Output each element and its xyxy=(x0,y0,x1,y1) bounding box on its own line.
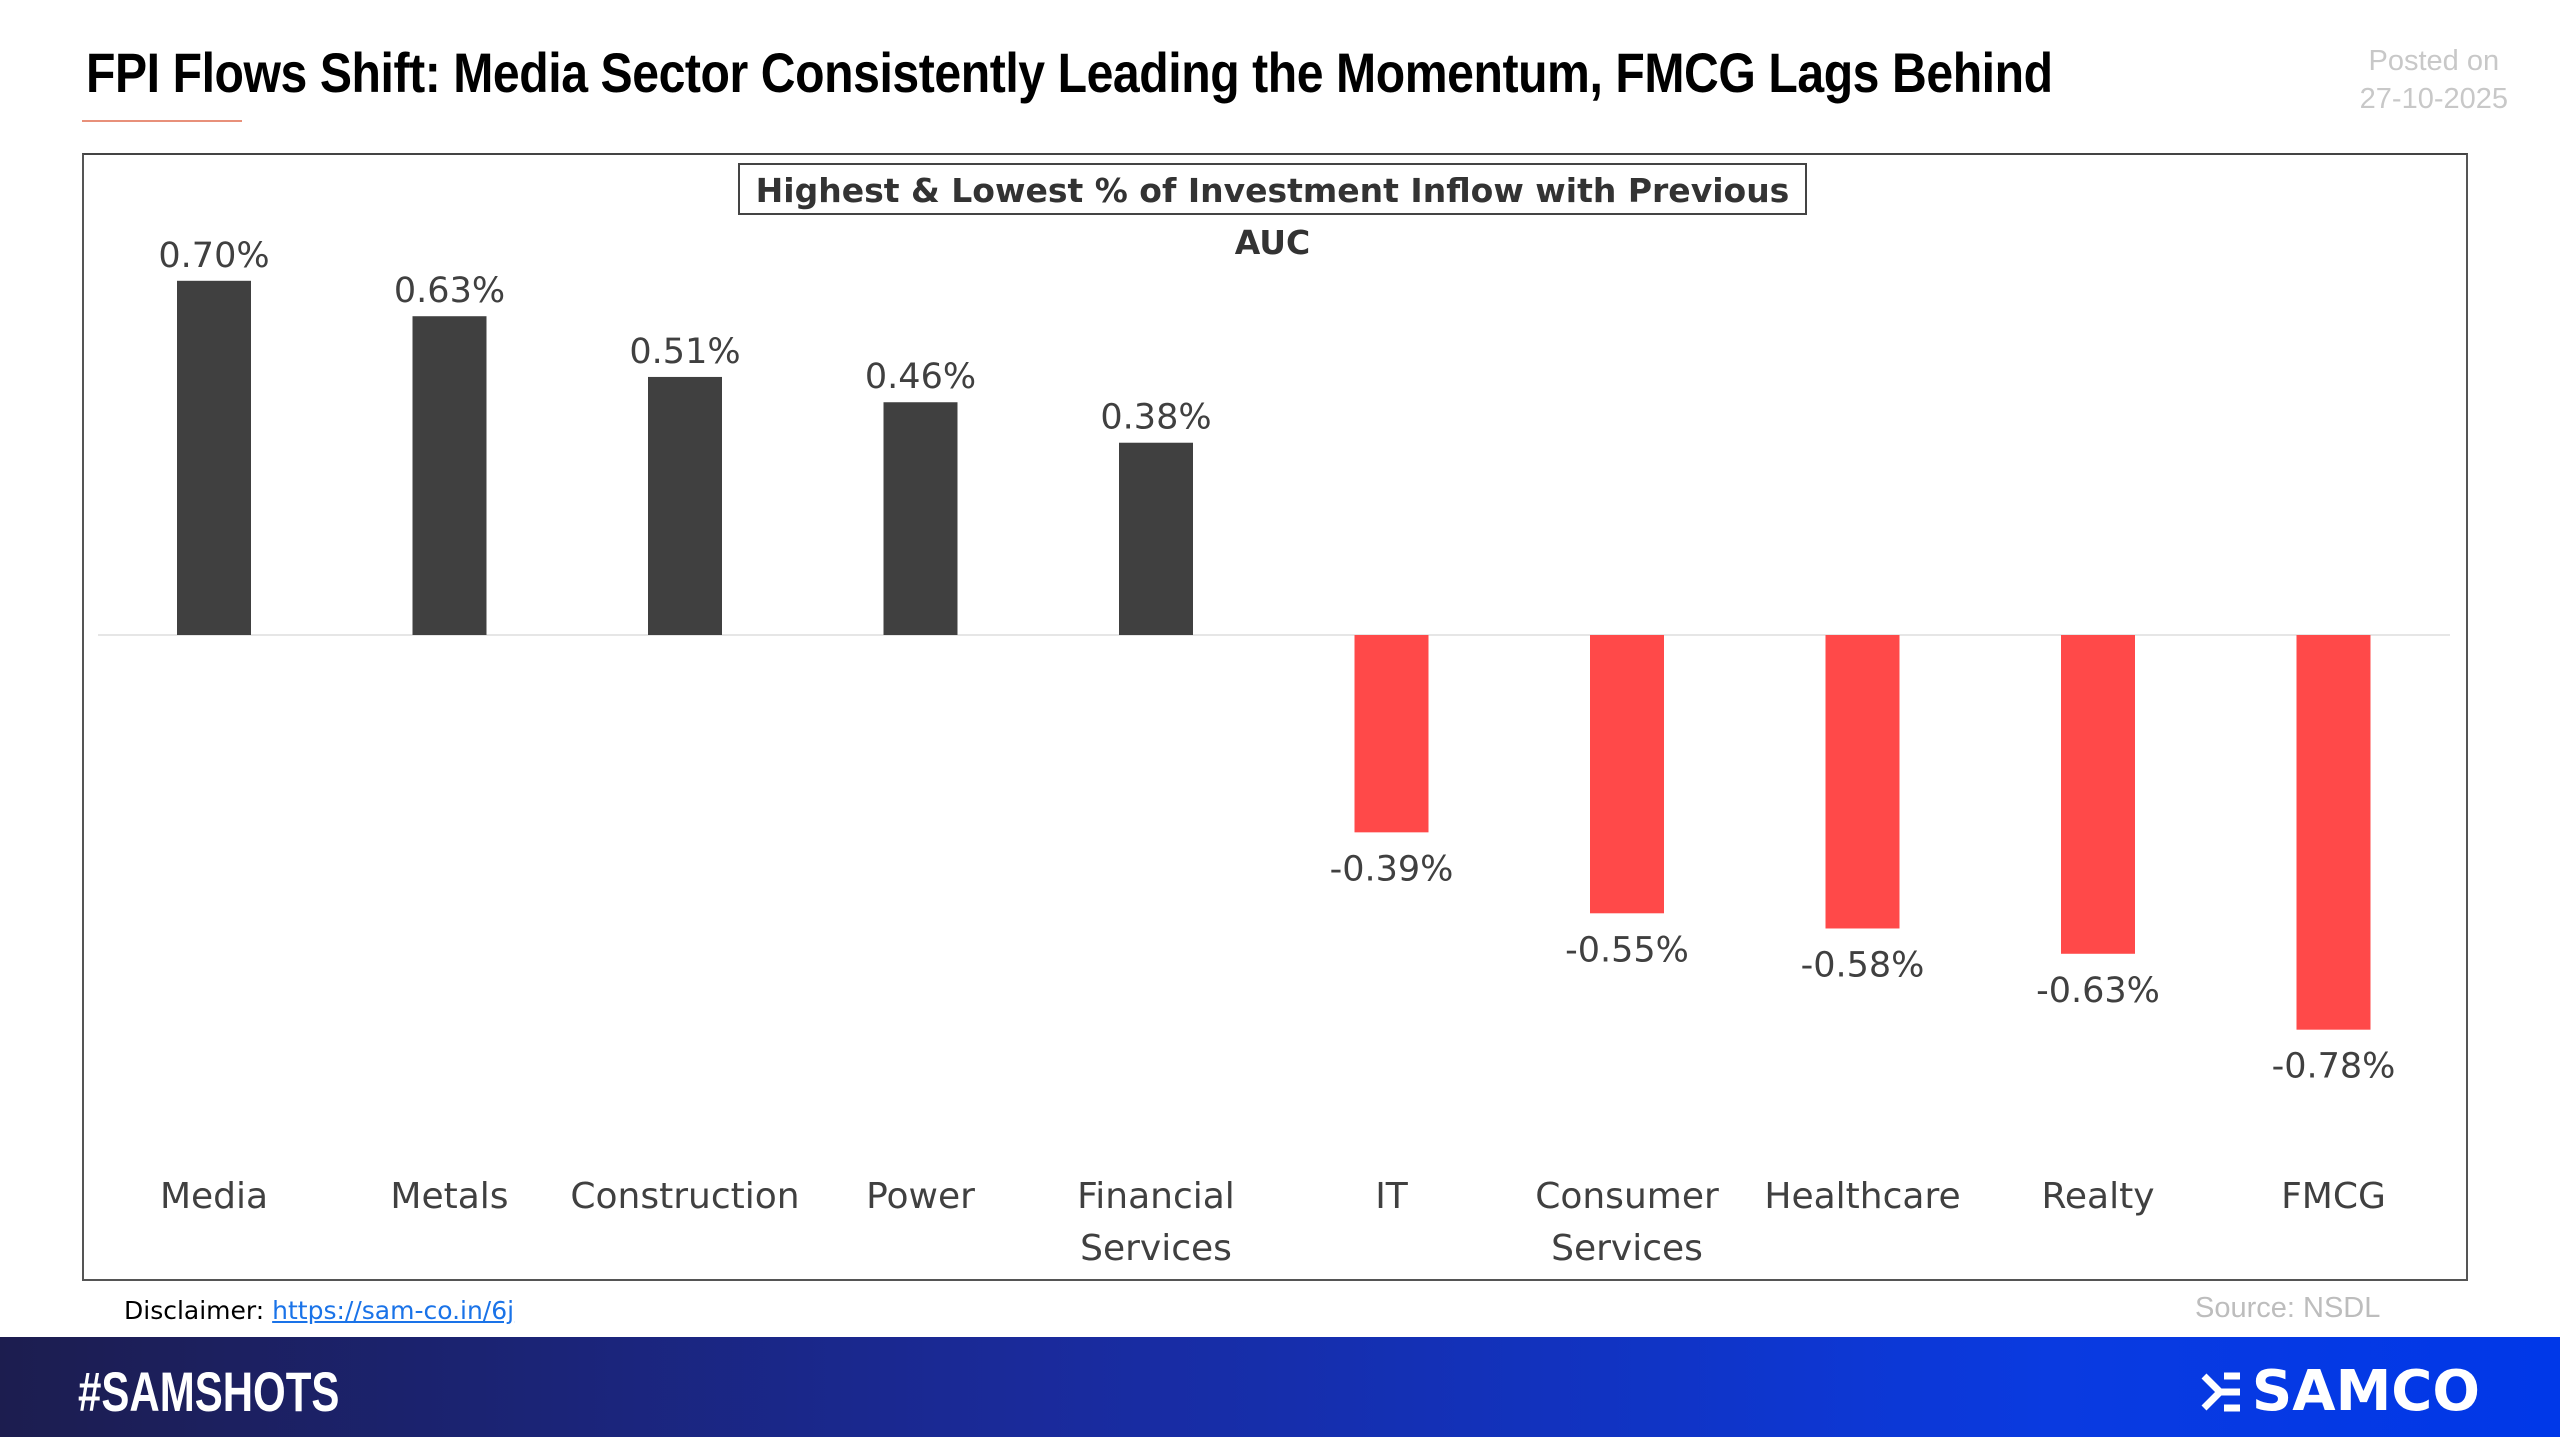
bar-construction xyxy=(648,376,722,635)
samco-logo-icon xyxy=(2201,1372,2240,1411)
bar-power xyxy=(883,402,958,635)
bar-metals xyxy=(412,316,487,635)
data-label: 0.38% xyxy=(1100,398,1211,438)
data-label: 0.70% xyxy=(158,236,269,276)
page-title: FPI Flows Shift: Media Sector Consistent… xyxy=(86,41,2053,104)
title-accent-line xyxy=(82,120,242,122)
brand-name: SAMCO xyxy=(2251,1359,2480,1424)
bar-healthcare xyxy=(1825,635,1900,929)
bar-consumer-services xyxy=(1590,635,1664,914)
data-label: -0.78% xyxy=(2272,1047,2396,1087)
disclaimer-link[interactable]: https://sam-co.in/6j xyxy=(272,1296,515,1325)
source-note: Source: NSDL xyxy=(2195,1292,2381,1324)
data-label: 0.51% xyxy=(629,332,740,372)
chart-area xyxy=(82,153,2468,1281)
category-label: Consumer xyxy=(1535,1176,1719,1217)
bar-fmcg xyxy=(2296,635,2371,1030)
category-label: IT xyxy=(1375,1176,1409,1217)
category-label: Financial xyxy=(1077,1176,1235,1217)
samco-logo: SAMCO xyxy=(2198,1359,2480,1424)
data-label: 0.46% xyxy=(865,357,976,397)
category-label: Services xyxy=(1551,1228,1703,1269)
disclaimer: Disclaimer: https://sam-co.in/6j xyxy=(124,1296,514,1325)
bar-it xyxy=(1354,635,1429,833)
data-label: -0.39% xyxy=(1330,849,1454,889)
data-label: 0.63% xyxy=(394,271,505,311)
footer-banner: #SAMSHOTS SAMCO xyxy=(0,1337,2560,1437)
category-label: Services xyxy=(1080,1228,1232,1269)
hashtag: #SAMSHOTS xyxy=(78,1360,340,1423)
chart-title: Highest & Lowest % of Investment Inflow … xyxy=(738,163,1807,262)
disclaimer-label: Disclaimer: xyxy=(124,1296,265,1325)
posted-value: 27-10-2025 xyxy=(2359,83,2508,115)
posted-label: Posted on xyxy=(2368,45,2500,77)
category-label: Construction xyxy=(570,1176,799,1217)
bar-media xyxy=(177,280,251,635)
bar-financial-services xyxy=(1119,442,1193,635)
posted-date: Posted on 27-10-2025 xyxy=(2360,42,2508,118)
data-label: -0.55% xyxy=(1565,930,1689,970)
bar-realty xyxy=(2061,635,2135,954)
data-label: -0.63% xyxy=(2036,971,2160,1011)
category-label: Power xyxy=(866,1176,975,1217)
category-label: Healthcare xyxy=(1764,1176,1960,1217)
data-label: -0.58% xyxy=(1801,945,1925,985)
category-label: FMCG xyxy=(2281,1176,2386,1217)
category-label: Realty xyxy=(2041,1176,2154,1217)
category-label: Media xyxy=(160,1176,268,1217)
category-label: Metals xyxy=(390,1176,508,1217)
